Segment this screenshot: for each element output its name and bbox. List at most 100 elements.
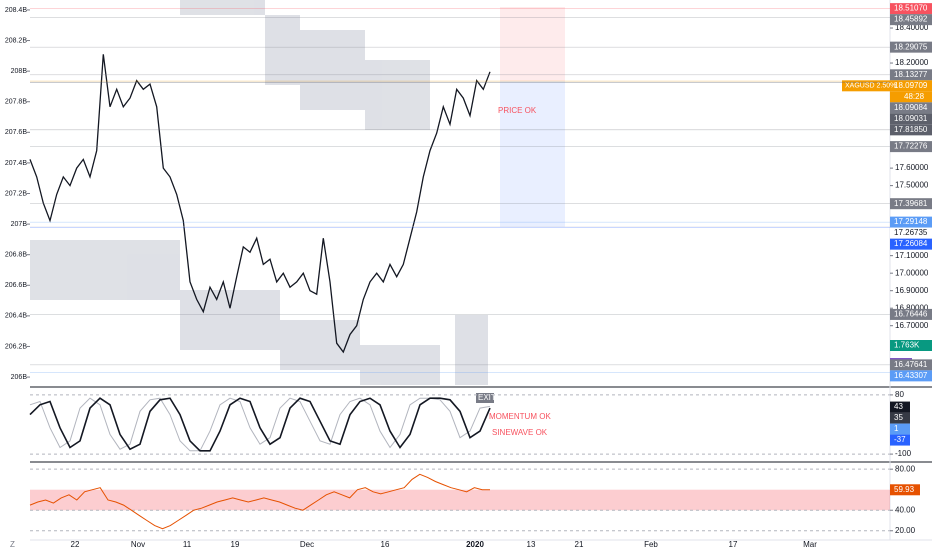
- last-value-tag: [890, 484, 920, 496]
- y-tick-label: 80.00: [895, 464, 916, 473]
- countdown-tag: [890, 91, 932, 103]
- y-tick-label: 18.20000: [895, 58, 929, 67]
- stop-zone: [500, 81, 565, 227]
- price-tag-label: 18.09709: [894, 81, 928, 90]
- price-tag: [890, 113, 932, 125]
- annotation: EXIT: [478, 393, 496, 402]
- price-tag-label: 16.43307: [894, 371, 928, 380]
- x-tick-label: 21: [575, 540, 584, 549]
- symbol-tag-label: XAGUSD 2.50%: [845, 83, 896, 90]
- price-tag-label: 18.51070: [894, 4, 928, 13]
- y-tick-label: 80: [895, 390, 904, 399]
- y2-tick-label: 207.2B: [5, 190, 28, 197]
- y-tick-label: 16.70000: [895, 321, 929, 330]
- last-value-label: 59.93: [894, 485, 915, 494]
- y2-tick-label: 206.2B: [5, 343, 28, 350]
- target-zone: [500, 7, 565, 81]
- price-tag: [890, 308, 932, 320]
- y-tick-label: 16.90000: [895, 286, 929, 295]
- price-tag-label: 17.72276: [894, 142, 928, 151]
- volume-tag: [890, 340, 932, 351]
- value-tag: [890, 434, 910, 446]
- series-line: [29, 473, 491, 530]
- x-tick-label: 19: [231, 540, 240, 549]
- y-tick-label: 18.40000: [895, 23, 929, 32]
- value-tag-label: 35: [894, 413, 903, 422]
- price-tag: [890, 227, 932, 239]
- x-tick-label: Dec: [300, 540, 314, 549]
- countdown-label: 48:28: [904, 92, 925, 101]
- price-tag-label: 18.09031: [894, 114, 928, 123]
- y2-tick-label: 207.8B: [5, 99, 28, 106]
- series-line: [29, 397, 491, 452]
- volume-tag-label: 1.763K: [894, 341, 920, 350]
- exit-tag: [476, 393, 494, 403]
- value-tag-label: -37: [894, 435, 906, 444]
- y-tick-label: 17.60000: [895, 163, 929, 172]
- x-tick-label: Nov: [131, 540, 145, 549]
- value-tag-label: 1: [894, 424, 899, 433]
- value-tag-label: 43: [894, 402, 903, 411]
- price-tag-label: 18.45892: [894, 15, 928, 24]
- y2-tick-label: 206.6B: [5, 282, 28, 289]
- y-tick-label: 40.00: [895, 505, 916, 514]
- price-tag-label: 18.29075: [894, 42, 928, 51]
- price-tag: [890, 216, 932, 228]
- y-tick-label: 20.00: [895, 526, 916, 535]
- x-tick-label: 16: [381, 540, 390, 549]
- price-tag-label: 17.29148: [894, 217, 928, 226]
- symbol-tag: [842, 80, 890, 92]
- y2-tick-label: 207.4B: [5, 160, 28, 167]
- price-tag-label: 16.76446: [894, 310, 928, 319]
- x-tick-label: 13: [527, 540, 536, 549]
- price-tag: [890, 14, 932, 26]
- y-tick-label: 17.10000: [895, 251, 929, 260]
- annotation: SINEWAVE OK: [492, 428, 548, 437]
- price-tag-label: 17.26735: [894, 228, 928, 237]
- price-tag: [890, 124, 932, 136]
- y2-tick-label: 206B: [11, 374, 28, 381]
- y-tick-label: 16.80000: [895, 303, 929, 312]
- price-tag: [890, 238, 932, 250]
- y2-tick-label: 208B: [11, 68, 28, 75]
- price-tag: [890, 359, 932, 371]
- x-tick-label: 22: [71, 540, 80, 549]
- price-tag: [890, 41, 932, 53]
- cloud: [30, 0, 488, 385]
- series-line: [29, 54, 491, 354]
- x-tick-label: Feb: [644, 540, 658, 549]
- y2-tick-label: 207.6B: [5, 129, 28, 136]
- x-tick-label: 17: [729, 540, 738, 549]
- price-tag: [890, 370, 932, 382]
- value-tag: [890, 412, 910, 424]
- price-tag-label: 17.81850: [894, 125, 928, 134]
- y-tick-label: -100: [895, 449, 912, 458]
- price-tag-label: 16.47641: [894, 360, 928, 369]
- price-tag: [890, 198, 932, 210]
- y-tick-label: 17.50000: [895, 181, 929, 190]
- y2-tick-label: 208.2B: [5, 37, 28, 44]
- price-tag: [890, 69, 932, 81]
- value-tag: [890, 423, 910, 435]
- y-tick-label: 17.00000: [895, 268, 929, 277]
- y2-tick-label: 207B: [11, 221, 28, 228]
- price-tag: [890, 141, 932, 153]
- price-tag-label: 18.09084: [894, 103, 928, 112]
- y2-tick-label: 208.4B: [5, 7, 28, 14]
- tz-icon: Z: [10, 540, 15, 549]
- y2-tick-label: 206.8B: [5, 252, 28, 259]
- x-tick-label: 2020: [466, 540, 484, 549]
- price-tag-label: 18.13277: [894, 70, 928, 79]
- price-tag-label: 17.26084: [894, 239, 928, 248]
- value-tag: [890, 401, 910, 413]
- price-tag-label: 17.39681: [894, 199, 928, 208]
- series-line: [29, 397, 491, 452]
- y2-tick-label: 206.4B: [5, 313, 28, 320]
- price-tag: [890, 80, 932, 92]
- x-tick-label: Mar: [803, 540, 817, 549]
- rsi-band: [30, 489, 890, 511]
- annotation: MOMENTUM OK: [489, 412, 551, 421]
- x-tick-label: 11: [183, 540, 192, 549]
- price-tag: [890, 3, 932, 15]
